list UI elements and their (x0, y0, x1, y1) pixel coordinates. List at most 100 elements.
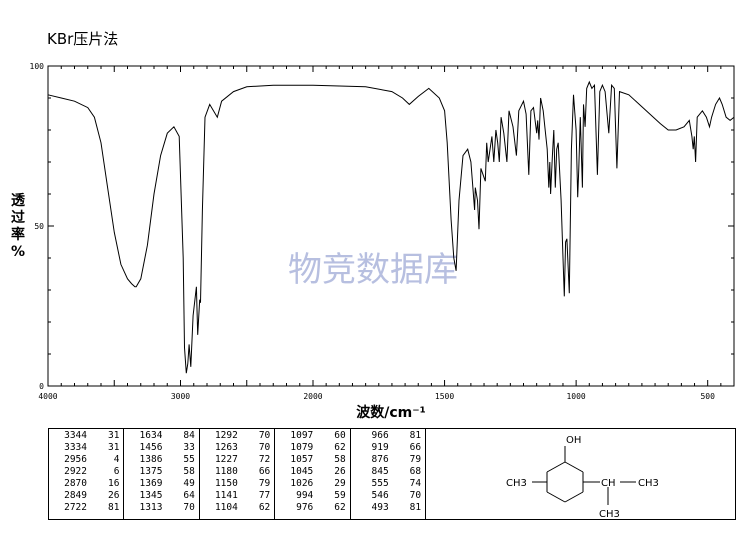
peak-row: 1057 58 (279, 454, 345, 466)
oh-label: OH (566, 435, 581, 446)
peak-transmittance: 58 (183, 466, 195, 477)
peak-row: 1634 84 (128, 430, 195, 442)
peak-row: 1097 60 (279, 430, 345, 442)
peak-wavenumber: 2722 (64, 502, 87, 513)
ring-bond (564, 461, 584, 473)
ring-bond (564, 491, 584, 503)
peak-wavenumber: 2922 (64, 466, 87, 477)
peak-row: 1313 70 (128, 502, 195, 514)
peak-row: 845 68 (355, 466, 422, 478)
peak-transmittance: 70 (409, 490, 422, 501)
peak-transmittance: 68 (409, 466, 422, 477)
peak-transmittance: 81 (409, 502, 422, 513)
peak-wavenumber: 1456 (139, 442, 163, 453)
ring-bond (546, 491, 566, 503)
axis-ticks (47, 65, 735, 387)
peak-transmittance: 74 (409, 478, 422, 489)
peak-row: 1079 62 (279, 442, 345, 454)
peak-transmittance: 59 (334, 490, 346, 501)
peak-wavenumber: 1386 (139, 454, 163, 465)
x-axis-label: 波数/cm⁻¹ (356, 404, 426, 421)
watermark: 物竞数据库 (288, 250, 458, 290)
x-tick-label: 3000 (171, 392, 190, 401)
peak-row: 2722 81 (53, 502, 119, 514)
peak-transmittance: 26 (334, 466, 346, 477)
peak-row: 2849 26 (53, 490, 119, 502)
peak-wavenumber: 1313 (139, 502, 163, 513)
ring-bond (546, 461, 566, 473)
peak-row: 1386 55 (128, 454, 195, 466)
peak-row: 3344 31 (53, 430, 119, 442)
peak-row: 1292 70 (204, 430, 270, 442)
peak-transmittance: 31 (107, 430, 120, 441)
peak-wavenumber: 876 (371, 454, 389, 465)
peak-wavenumber: 3344 (64, 430, 87, 441)
peak-row: 1227 72 (204, 454, 270, 466)
peak-transmittance: 55 (183, 454, 195, 465)
ch3-right-label: CH3 (638, 478, 659, 489)
peak-row: 1104 62 (204, 502, 270, 514)
peak-transmittance: 33 (183, 442, 195, 453)
peak-row: 976 62 (279, 502, 346, 514)
peak-transmittance: 64 (183, 490, 195, 501)
peak-transmittance: 84 (183, 430, 195, 441)
peak-row: 2922 6 (53, 466, 119, 478)
peak-wavenumber: 976 (296, 502, 314, 513)
peak-table: 3344 31 3334 31 2956 4 2922 6 2870 16 2849 26 2722 81… (47, 428, 736, 520)
peak-row: 1345 64 (128, 490, 195, 502)
peak-group-3: 1292 70 1263 70 1227 72 1180 66 1150 79 1141 77 1104… (198, 428, 276, 520)
peak-wavenumber: 1045 (290, 466, 314, 477)
peak-transmittance: 70 (258, 442, 271, 453)
peak-wavenumber: 845 (371, 466, 389, 477)
peak-wavenumber: 1292 (214, 430, 238, 441)
x-tick-label: 1500 (435, 392, 454, 401)
x-tick-label: 2000 (303, 392, 322, 401)
peak-transmittance: 79 (258, 478, 271, 489)
peak-transmittance: 62 (258, 502, 271, 513)
peak-wavenumber: 493 (371, 502, 389, 513)
peak-transmittance: 79 (409, 454, 422, 465)
peak-row: 1045 26 (279, 466, 345, 478)
ch3-bottom-label: CH3 (599, 509, 620, 520)
menthol-structure: OH CH3 CH CH3 CH3 (506, 435, 659, 520)
peak-transmittance: 66 (258, 466, 271, 477)
peak-wavenumber: 3334 (64, 442, 87, 453)
peak-group-2: 1634 84 1456 33 1386 55 1375 58 1369 49 1345 64 1313… (123, 428, 200, 520)
spectrum-line (47, 80, 735, 374)
peak-transmittance: 81 (107, 502, 120, 513)
peak-wavenumber: 1104 (214, 502, 238, 513)
peak-wavenumber: 1150 (214, 478, 238, 489)
peak-wavenumber: 1634 (139, 430, 163, 441)
peak-row: 1180 66 (204, 466, 270, 478)
peak-wavenumber: 1345 (139, 490, 163, 501)
peak-transmittance: 26 (107, 490, 120, 501)
peak-transmittance: 4 (113, 454, 120, 465)
peak-group-4: 1097 60 1079 62 1057 58 1045 26 1026 29 994 59 976 62 (274, 428, 351, 520)
x-tick-label: 1000 (566, 392, 585, 401)
peak-row: 994 59 (279, 490, 346, 502)
peak-transmittance: 31 (107, 442, 120, 453)
peak-row: 1375 58 (128, 466, 195, 478)
ch3-left-label: CH3 (506, 478, 527, 489)
peak-row: 1150 79 (204, 478, 270, 490)
peak-wavenumber: 2956 (64, 454, 87, 465)
peak-wavenumber: 1180 (214, 466, 238, 477)
peak-row: 493 81 (355, 502, 422, 514)
peak-transmittance: 72 (258, 454, 271, 465)
y-tick-label: 50 (34, 222, 44, 231)
peak-wavenumber: 2849 (64, 490, 87, 501)
x-tick-label: 500 (700, 392, 715, 401)
peak-transmittance: 49 (183, 478, 195, 489)
peak-transmittance: 62 (334, 442, 346, 453)
peak-wavenumber: 1227 (214, 454, 238, 465)
peak-transmittance: 60 (334, 430, 346, 441)
peak-row: 2870 16 (53, 478, 119, 490)
x-tick-label: 4000 (38, 392, 57, 401)
peak-wavenumber: 994 (296, 490, 314, 501)
peak-transmittance: 77 (258, 490, 271, 501)
peak-row: 555 74 (355, 478, 422, 490)
y-tick-label: 100 (30, 62, 45, 71)
peak-wavenumber: 2870 (64, 478, 87, 489)
peak-wavenumber: 1369 (139, 478, 163, 489)
